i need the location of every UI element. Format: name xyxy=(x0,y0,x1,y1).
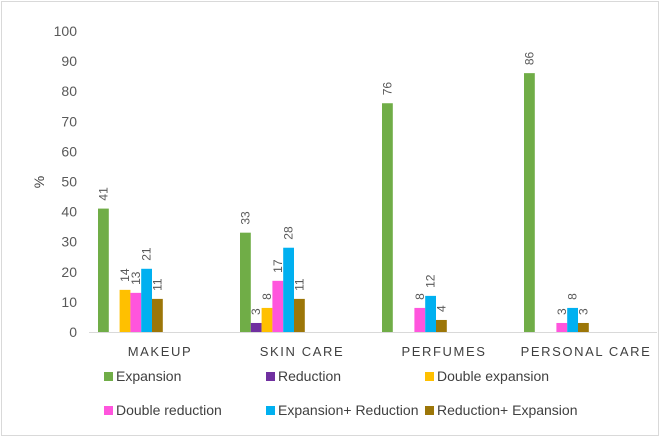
bar-2-0 xyxy=(119,289,131,332)
legend-swatch xyxy=(104,372,113,381)
bar-2-1 xyxy=(261,307,273,332)
y-tick-label: 60 xyxy=(61,143,77,159)
bar-0-2 xyxy=(382,103,393,333)
bar-5-0 xyxy=(152,298,163,332)
data-label: 12 xyxy=(424,274,438,288)
data-label: 4 xyxy=(434,305,448,312)
legend-label: Reduction xyxy=(278,368,341,384)
bar-5-1 xyxy=(294,298,305,332)
y-tick-label: 50 xyxy=(61,174,77,190)
bar-3-2 xyxy=(414,307,426,332)
data-label: 17 xyxy=(271,259,285,273)
data-label: 86 xyxy=(522,51,536,65)
y-tick-label: 90 xyxy=(61,53,77,69)
y-tick-label: 80 xyxy=(61,83,77,99)
data-label: 3 xyxy=(249,308,263,315)
legend-label: Expansion+ Reduction xyxy=(278,402,419,418)
data-label: 3 xyxy=(576,308,590,315)
data-label: 21 xyxy=(140,247,154,261)
data-label: 8 xyxy=(413,293,427,300)
data-label: 3 xyxy=(555,308,569,315)
category-label: PERFUMES xyxy=(401,344,486,359)
category-label: PERSONAL CARE xyxy=(521,344,652,359)
y-tick-label: 70 xyxy=(61,113,77,129)
bar-5-3 xyxy=(578,322,589,332)
y-tick-label: 20 xyxy=(61,264,77,280)
bar-1-1 xyxy=(250,322,262,332)
data-label: 14 xyxy=(118,268,132,282)
bar-3-1 xyxy=(272,280,284,332)
data-label: 8 xyxy=(566,293,580,300)
y-tick-label: 100 xyxy=(54,23,78,39)
legend-label: Reduction+ Expansion xyxy=(437,402,578,418)
bar-4-0 xyxy=(141,268,152,332)
legend-label: Double expansion xyxy=(437,368,549,384)
category-label: SKIN CARE xyxy=(260,344,344,359)
y-tick-label: 40 xyxy=(61,204,77,220)
legend-swatch xyxy=(266,406,275,415)
category-axis: MAKEUP SKIN CARE PERFUMES PERSONAL CARE xyxy=(128,344,652,359)
bar-4-1 xyxy=(283,247,294,332)
data-label: 11 xyxy=(292,278,306,291)
bar-4-2 xyxy=(425,295,436,332)
bar-0-3 xyxy=(524,73,535,332)
data-label: 28 xyxy=(282,226,296,240)
data-label: 76 xyxy=(380,82,394,96)
legend-swatch xyxy=(104,406,113,415)
data-label: 41 xyxy=(96,187,110,201)
legend-swatch xyxy=(266,372,275,381)
y-tick-label: 10 xyxy=(61,294,77,310)
bar-0-1 xyxy=(240,232,251,332)
bar-3-3 xyxy=(556,322,568,332)
bar-3-0 xyxy=(130,292,142,332)
data-label: 8 xyxy=(260,293,274,300)
category-label: MAKEUP xyxy=(128,344,193,359)
bar-5-2 xyxy=(436,319,447,332)
legend: Expansion Reduction Double expansion Double… xyxy=(104,368,578,418)
y-tick-label: 30 xyxy=(61,234,77,250)
y-axis: 0 10 20 30 40 50 60 70 80 90 100% xyxy=(31,23,657,340)
y-axis-label: % xyxy=(31,176,47,188)
data-label: 11 xyxy=(150,278,164,291)
legend-label: Expansion xyxy=(116,368,181,384)
legend-swatch xyxy=(425,406,434,415)
y-tick-label: 0 xyxy=(69,324,77,340)
data-label: 13 xyxy=(129,271,143,285)
data-label: 33 xyxy=(238,211,252,225)
bar-0-0 xyxy=(98,208,109,332)
bar-4-3 xyxy=(567,307,578,332)
legend-label: Double reduction xyxy=(116,402,222,418)
legend-swatch xyxy=(425,372,434,381)
